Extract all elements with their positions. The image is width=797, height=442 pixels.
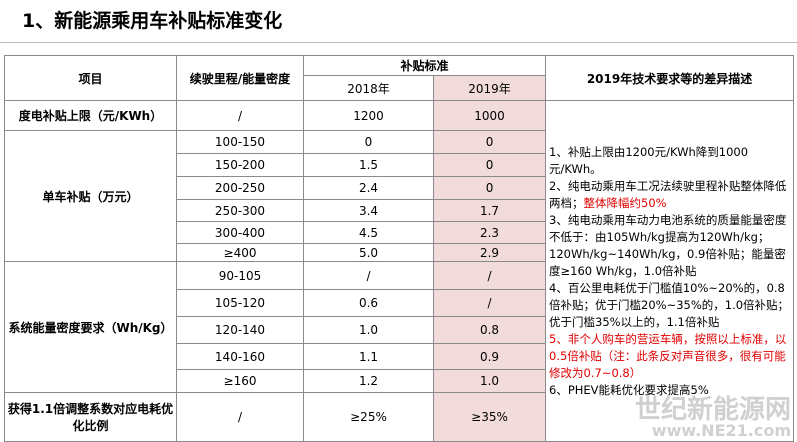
description-paragraph: 5、非个人购车的营运车辆，按照以上标准，以0.5倍补贴（注：此条反对声音很多，很… xyxy=(549,331,791,382)
table-cell: ≥160 xyxy=(176,369,304,393)
table-row: 120-140 1.0 0.8 xyxy=(5,316,794,344)
header-cell: 补贴标准 xyxy=(302,55,547,76)
description-text: 3、纯电动乘用车动力电池系统的质量能量密度不低于：由105Wh/kg提高为120… xyxy=(549,212,787,278)
table-row: 单车补贴（万元） 100-150 0 0 xyxy=(4,130,794,262)
table-cell: 300-400 xyxy=(176,221,304,244)
table-cell: 100-150 xyxy=(176,130,304,154)
row-label: 获得1.1倍调整系数对应电耗优化比例 xyxy=(4,392,177,442)
table-cell: 0.8 xyxy=(432,316,547,344)
description-text: 1、补贴上限由1200元/KWh降到1000元/KWh。 xyxy=(549,144,749,176)
table-cell: 4.5 xyxy=(303,221,434,244)
table-cell: 120-140 xyxy=(176,316,304,344)
table-cell: 140-160 xyxy=(176,343,304,370)
row-label: 单车补贴（万元） xyxy=(4,130,177,262)
table-cell: ≥400 xyxy=(176,243,304,262)
header-cell: 2018年 xyxy=(303,75,434,101)
watermark: 世纪新能源网 www.NE21.com xyxy=(635,397,791,439)
table-row: 105-120 0.6/ xyxy=(5,289,794,317)
table-cell: / xyxy=(176,392,304,442)
description-text: 2、纯电动乘用车工况法续驶里程补贴整体降低两档； xyxy=(549,178,787,210)
table-row: 系统能量密度要求（Wh/Kg） 90-105// xyxy=(4,261,794,393)
table-cell: ≥25% xyxy=(303,392,434,442)
table-cell: 0 xyxy=(432,176,547,200)
description-paragraph: 1、补贴上限由1200元/KWh降到1000元/KWh。 xyxy=(549,144,791,178)
table-row: ≥160 1.2 1.0 xyxy=(5,369,794,393)
table-cell: 1.5 xyxy=(303,153,434,177)
table-row: 300-400 4.5 2.3 xyxy=(5,221,794,244)
table-cell: ≥35% xyxy=(432,392,547,442)
table-cell: 105-120 xyxy=(176,289,304,317)
table-cell: 1200 xyxy=(303,100,434,131)
description-text: 4、百公里电耗优于门槛值10%~20%的，0.8倍补贴；优于门槛20%~35%的… xyxy=(549,280,790,329)
description-text: 5、非个人购车的营运车辆，按照以上标准，以0.5倍补贴（注：此条反对声音很多，很… xyxy=(549,331,787,380)
title-rule xyxy=(0,42,797,43)
table-row: 度电补贴上限（元/KWh）/1200 1000 1、补贴上限由1200元/KWh降到… xyxy=(4,100,795,442)
table-cell: 0 xyxy=(303,130,434,154)
header-cell: 续驶里程/能量密度 xyxy=(176,55,304,101)
table-body: 度电补贴上限（元/KWh）/1200 1000 1、补贴上限由1200元/KWh降到… xyxy=(4,100,795,442)
table-cell: 1.1 xyxy=(303,343,434,370)
table-cell: 90-105 xyxy=(176,261,304,290)
table-cell: 2.4 xyxy=(303,176,434,200)
description-paragraph: 3、纯电动乘用车动力电池系统的质量能量密度不低于：由105Wh/kg提高为120… xyxy=(549,212,791,280)
table-cell: / xyxy=(303,261,434,290)
row-label: 度电补贴上限（元/KWh） xyxy=(4,100,177,131)
header-cell: 2019年 xyxy=(432,75,547,101)
table-row: ≥400 5.0 2.9 xyxy=(5,243,794,262)
table-cell: 1000 xyxy=(432,100,547,131)
table-cell: 1.0 xyxy=(303,316,434,344)
table-cell: 200-250 xyxy=(176,176,304,200)
header-cell: 项目 xyxy=(4,55,177,101)
table-cell: 3.4 xyxy=(303,199,434,222)
table-cell: 1.7 xyxy=(432,199,547,222)
table-cell: 0 xyxy=(432,130,547,154)
page-title: 1、新能源乘用车补贴标准变化 xyxy=(22,10,283,32)
table-cell: 0 xyxy=(432,153,547,177)
description-paragraph: 4、百公里电耗优于门槛值10%~20%的，0.8倍补贴；优于门槛20%~35%的… xyxy=(549,280,791,331)
table-row: 获得1.1倍调整系数对应电耗优化比例 / ≥25% ≥35% xyxy=(4,392,794,442)
table-cell: 1.0 xyxy=(432,369,547,393)
table-cell: 1.2 xyxy=(303,369,434,393)
table-cell: 0.6 xyxy=(303,289,434,317)
table-cell: 5.0 xyxy=(303,243,434,262)
watermark-text: www.NE21.com xyxy=(651,421,791,440)
table-cell: 150-200 xyxy=(176,153,304,177)
description-cell: 1、补贴上限由1200元/KWh降到1000元/KWh。 2、纯电动乘用车工况法续… xyxy=(545,100,795,442)
table-cell: 250-300 xyxy=(176,199,304,222)
table-row: 200-250 2.4 0 xyxy=(5,176,794,200)
watermark-text: 世纪新能源网 xyxy=(634,395,791,425)
table-cell: 0.9 xyxy=(432,343,547,370)
description-text: 6、PHEV能耗优化要求提高5% xyxy=(549,382,709,397)
description-paragraph: 2、纯电动乘用车工况法续驶里程补贴整体降低两档；整体降幅约50% xyxy=(549,178,791,212)
table-cell: / xyxy=(432,261,547,290)
table-cell: 2.9 xyxy=(432,243,547,262)
row-label: 系统能量密度要求（Wh/Kg） xyxy=(4,261,177,393)
table-cell: / xyxy=(176,100,304,131)
subsidy-table: 项目 续驶里程/能量密度 补贴标准 2019年技术要求等的差异描述 2018年 … xyxy=(4,55,795,442)
header-cell: 2019年技术要求等的差异描述 xyxy=(545,55,795,101)
table-cell: 2.3 xyxy=(432,221,547,244)
description-paragraph: 6、PHEV能耗优化要求提高5% xyxy=(549,382,791,399)
table-cell: / xyxy=(432,289,547,317)
description-text: 整体降幅约50% xyxy=(583,195,667,210)
